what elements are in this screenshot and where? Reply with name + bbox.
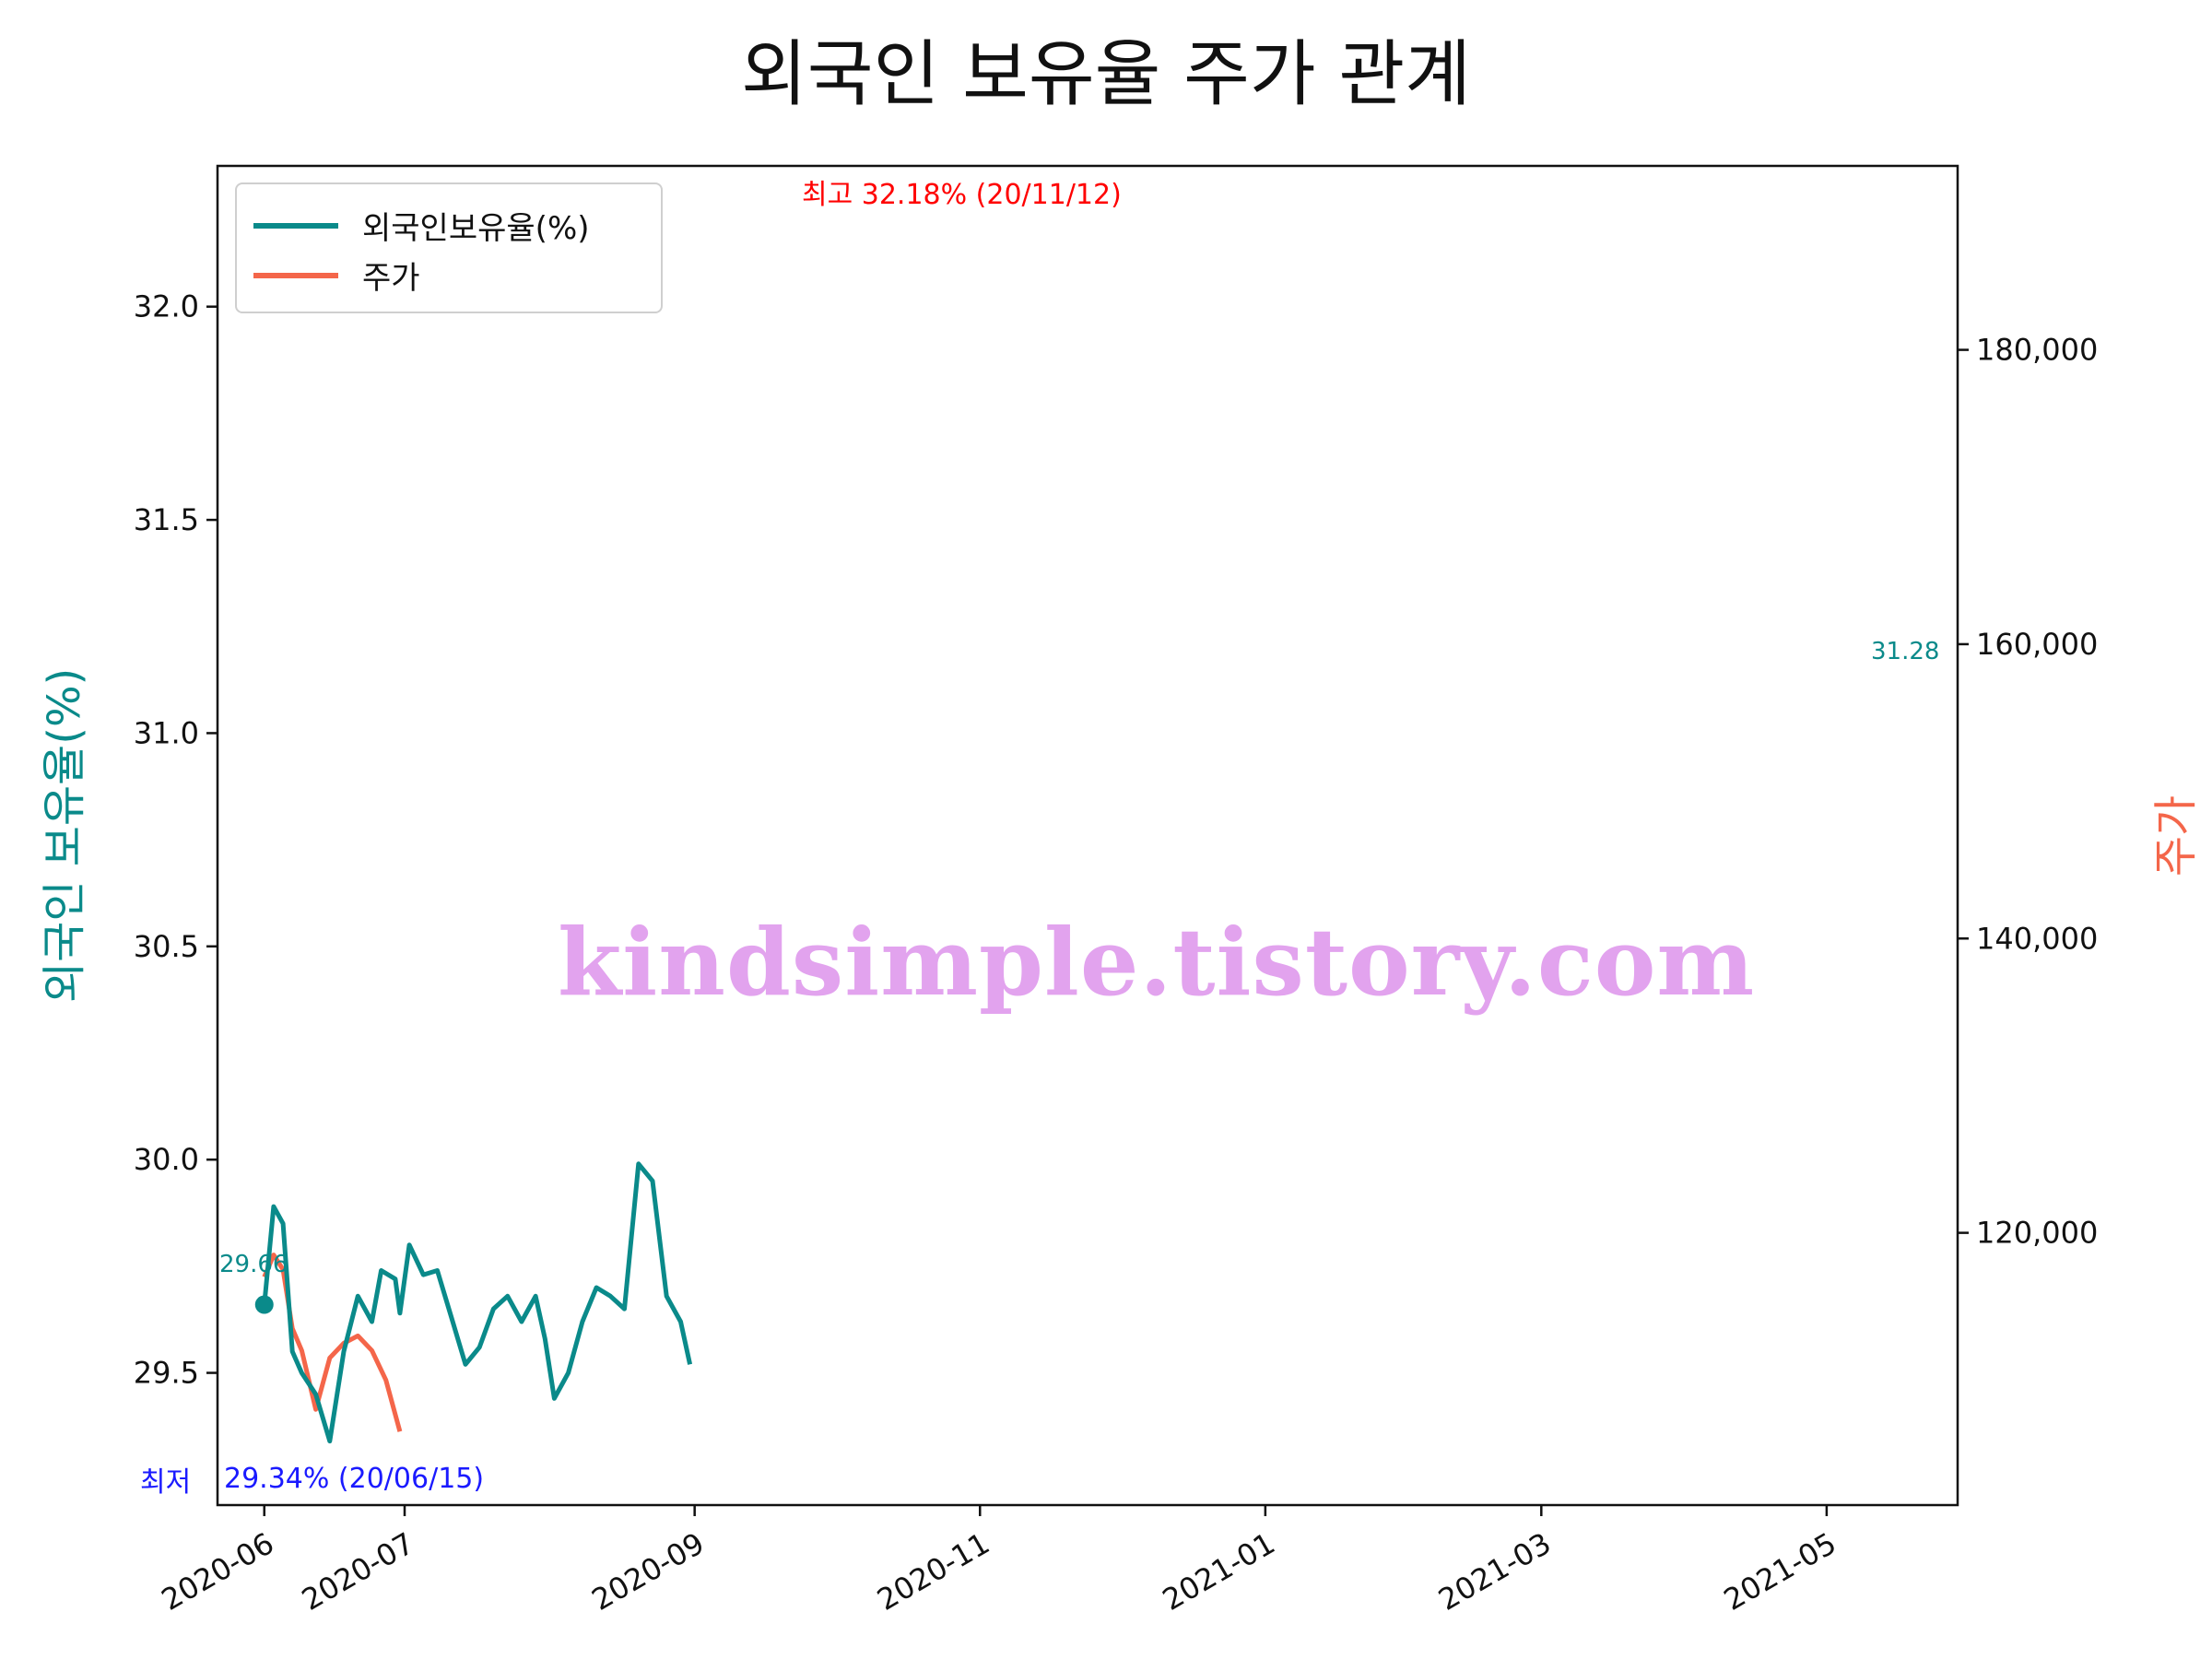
x-tick-label: 2021-01 xyxy=(1157,1525,1281,1618)
x-tick-label: 2021-03 xyxy=(1432,1525,1557,1618)
left-tick-label: 29.5 xyxy=(134,1356,199,1391)
series-lines xyxy=(262,1161,693,1444)
left-tick-label: 31.0 xyxy=(134,715,199,750)
left-tick-label: 32.0 xyxy=(134,289,199,324)
x-tick-label: 2020-07 xyxy=(296,1525,420,1618)
legend-label-price: 주가 xyxy=(362,260,420,297)
series-line-price xyxy=(262,1253,403,1432)
annotation-low-prefix: 최저 xyxy=(140,1466,192,1499)
annotation-start-value: 29.66 xyxy=(219,1251,288,1278)
legend-label-foreign-ratio: 외국인보유율(%) xyxy=(362,210,590,247)
x-tick-label: 2020-06 xyxy=(156,1525,280,1618)
right-axis-ticks: 120,000 140,000 160,000 180,000 xyxy=(1958,333,2098,1251)
legend: 외국인보유율(%) 주가 xyxy=(235,182,663,313)
right-tick-label: 140,000 xyxy=(1976,921,2098,956)
annotation-high: 최고 32.18% (20/11/12) xyxy=(802,179,1122,211)
x-axis-ticks: 2020-06 2020-07 2020-09 2020-11 2021-01 2021-… xyxy=(156,1505,1842,1618)
chart-title: 외국인 보유율 주가 관계 xyxy=(741,33,1471,116)
x-tick-label: 2021-05 xyxy=(1718,1525,1842,1618)
legend-swatch-foreign-ratio xyxy=(253,222,338,229)
right-tick-label: 120,000 xyxy=(1976,1216,2098,1251)
x-tick-label: 2020-11 xyxy=(871,1525,995,1618)
x-tick-label: 2020-09 xyxy=(586,1525,711,1618)
legend-item-foreign-ratio: 외국인보유율(%) xyxy=(253,203,590,248)
watermark: kindsimple.tistory.com xyxy=(558,908,1756,1017)
right-tick-label: 160,000 xyxy=(1976,627,2098,662)
annotation-low: 29.34% (20/06/15) xyxy=(224,1463,485,1495)
start-point-marker xyxy=(254,1295,274,1314)
end-markers xyxy=(254,1295,274,1314)
annotation-end-value: 31.28 xyxy=(1871,638,1940,665)
legend-swatch-price xyxy=(253,272,338,278)
right-tick-label: 180,000 xyxy=(1976,333,2098,368)
left-tick-label: 31.5 xyxy=(134,502,199,537)
left-tick-label: 30.5 xyxy=(134,929,199,964)
right-axis-label: 주가 xyxy=(2150,794,2203,877)
left-axis-label: 외국인 보유율(%) xyxy=(39,667,90,1003)
legend-item-price: 주가 xyxy=(253,253,420,298)
plot-area xyxy=(216,164,1959,1507)
left-tick-label: 30.0 xyxy=(134,1142,199,1177)
series-line-foreign-ratio xyxy=(262,1161,693,1444)
left-axis-ticks: 29.5 30.0 30.5 31.0 31.5 32.0 xyxy=(134,289,218,1391)
